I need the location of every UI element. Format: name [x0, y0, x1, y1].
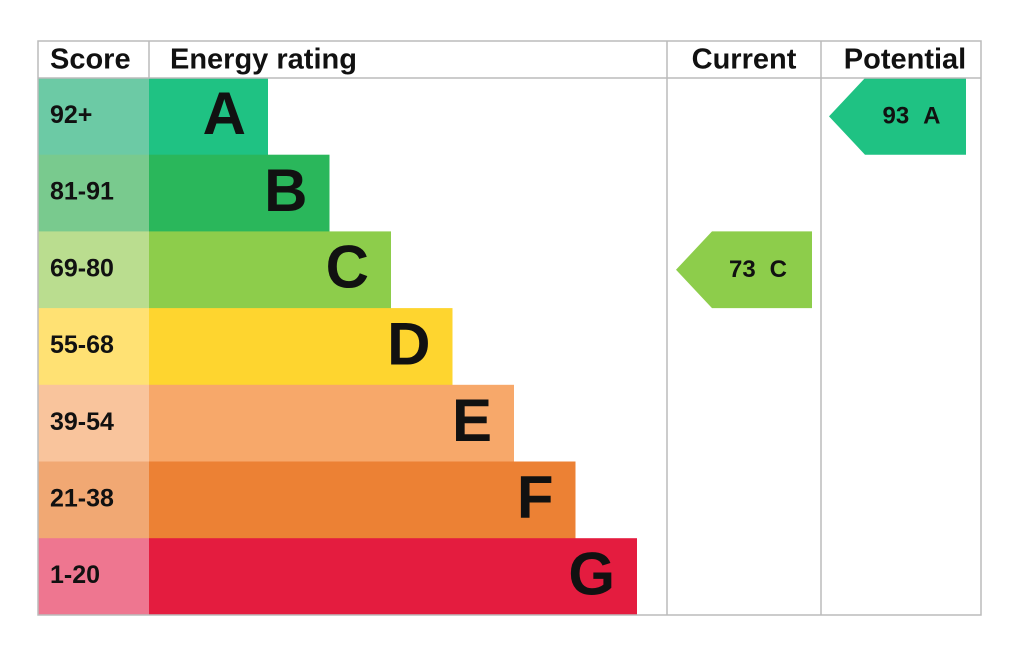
score-label: 69-80 [50, 254, 114, 282]
header-score: Score [50, 44, 131, 76]
score-cell [38, 154, 149, 232]
band-bar [149, 78, 268, 156]
header-energy-rating: Energy rating [170, 44, 357, 76]
score-label: 81-91 [50, 178, 114, 206]
current-letter: C [770, 256, 787, 283]
band-letter: C [326, 234, 369, 301]
band-letter: G [568, 540, 615, 607]
potential-letter: A [923, 103, 940, 130]
score-label: 39-54 [50, 408, 114, 436]
band-letter: D [387, 310, 430, 377]
table-border [37, 40, 982, 616]
band-bar [149, 461, 576, 539]
current-label: 73 C [729, 256, 787, 283]
score-cell [38, 461, 149, 539]
band-bar [149, 384, 514, 462]
current-value: 73 [729, 256, 756, 283]
score-label: 21-38 [50, 484, 114, 512]
score-cell [38, 231, 149, 309]
band-bar [149, 538, 637, 616]
score-label: 55-68 [50, 331, 114, 359]
score-cell [38, 78, 149, 156]
score-cell [38, 308, 149, 386]
band-bar [149, 154, 330, 232]
header-current: Current [692, 44, 797, 76]
table-lines [37, 40, 982, 616]
band-letter: E [452, 387, 492, 454]
header-potential: Potential [844, 44, 966, 76]
score-label: 1-20 [50, 561, 100, 589]
score-label: 92+ [50, 101, 92, 129]
current-arrow [676, 231, 812, 309]
potential-label: 93 A [882, 103, 940, 130]
score-cell [38, 538, 149, 616]
band-letter: A [203, 80, 246, 147]
band-bar [149, 231, 391, 309]
bands: 92+ A 81-91 B 69-80 C 55-68 D 39-54 E 21-38 F 1-20 G 7… [38, 78, 966, 616]
potential-arrow [829, 78, 966, 155]
score-cell [38, 384, 149, 462]
band-letter: B [264, 157, 307, 224]
potential-value: 93 [882, 103, 909, 130]
band-bar [149, 308, 453, 386]
band-letter: F [517, 464, 554, 531]
